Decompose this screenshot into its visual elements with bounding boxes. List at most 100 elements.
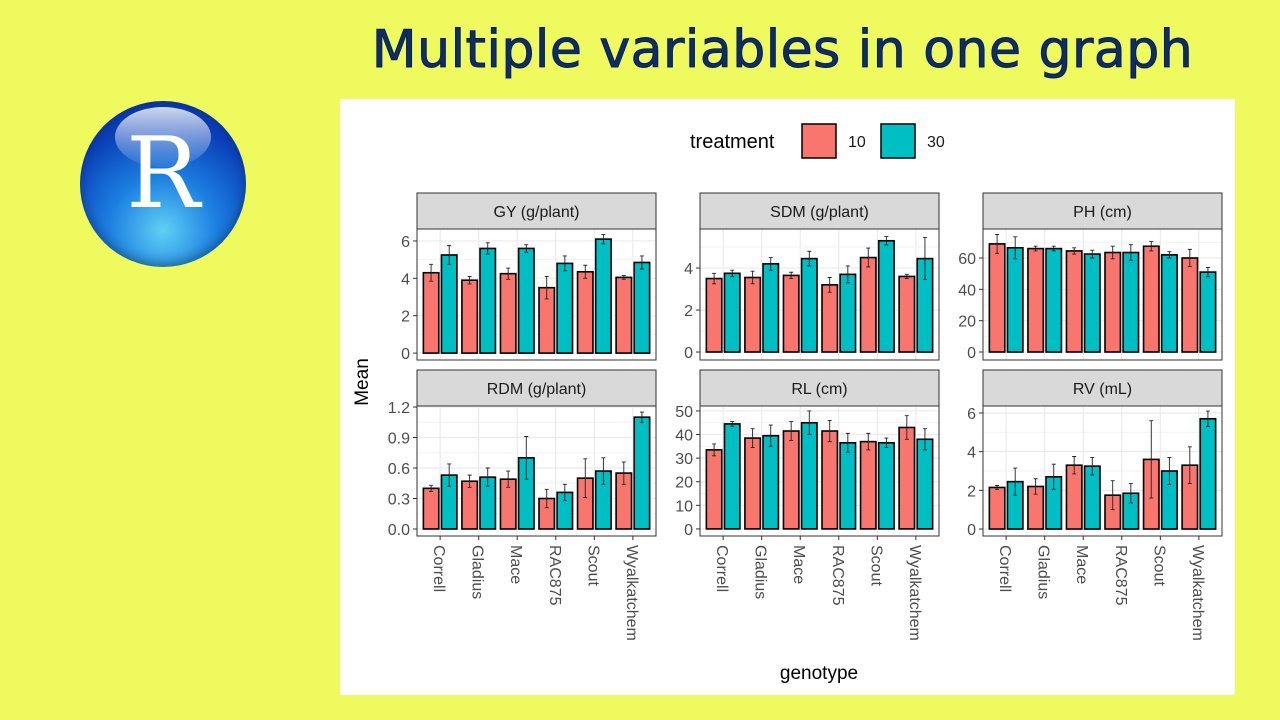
bar-mace-10 [782,430,800,530]
error-bar [639,255,644,270]
y-tick-label: 6 [967,406,976,423]
y-tick-label: 1.2 [388,400,410,417]
error-bar [768,424,773,447]
error-bar [827,277,832,293]
x-tick-label: Scout [1150,545,1167,586]
y-tick-label: 0 [684,522,693,539]
error-bar [562,483,567,501]
facet-panel: RV (mL) 0 2 4 6 Correll Gladius Mace RAC875 Scout… [967,369,1223,641]
error-bar [789,271,794,279]
error-bar [447,245,452,265]
bar-gladius-30 [762,434,780,530]
error-bar [845,432,850,453]
logo-shine [115,107,211,167]
y-tick-label: 40 [958,282,976,299]
bar-mace-30 [1083,465,1101,530]
faceted-bar-chart: treatment 10 30 Mean genotype GY (g/plan… [352,123,1223,684]
bar-rac875-30 [839,442,857,530]
error-bar [1033,245,1038,252]
error-bar [544,276,549,300]
bar-wyalkatchem-30 [1199,417,1217,530]
x-axis-label: genotype [780,663,858,684]
error-bar [544,488,549,509]
y-tick-label: 2 [684,303,693,320]
x-tick-label: RAC875 [829,545,846,606]
error-bar [1110,480,1115,511]
y-tick-label: 20 [675,475,693,492]
bar-wyalkatchem-10 [1181,257,1199,353]
error-bar [639,411,644,423]
panel-border [416,228,657,361]
y-tick-label: 2 [401,309,410,326]
bar-rac875-30 [1122,251,1140,353]
bar-scout-10 [859,256,877,353]
bar-wyalkatchem-30 [633,261,651,354]
error-bar [583,458,588,498]
bar-rac875-10 [1104,251,1122,353]
y-tick-label: 0 [967,345,976,362]
x-tick-label: Wyalkatchem [1189,545,1206,641]
bar-scout-10 [1142,245,1160,353]
error-bar [524,244,529,253]
bar-wyalkatchem-30 [633,416,651,530]
bar-scout-30 [877,239,895,353]
bar-rac875-30 [556,262,574,354]
error-bar [1167,457,1172,485]
error-bar [904,273,909,279]
x-tick-label: Mace [507,545,524,584]
error-bar [601,457,606,485]
x-tick-label: Gladius [752,545,769,599]
bar-gladius-10 [744,437,762,530]
error-bar [467,474,472,488]
bar-mace-30 [1083,253,1101,353]
facet-strip-label: RL (cm) [791,381,847,398]
y-axis-label: Mean [352,358,373,406]
bar-wyalkatchem-10 [898,275,916,353]
error-bar [601,233,606,245]
error-bar [866,247,871,268]
y-tick-label: 50 [675,404,693,421]
r-logo-letter: R [126,117,200,231]
bar-scout-30 [877,442,895,530]
bar-correll-30 [1006,247,1024,353]
error-bar [1013,236,1018,260]
error-bar [485,242,490,255]
x-tick-label: Mace [790,545,807,584]
y-tick-label: 0.0 [388,522,410,539]
error-bar [429,484,434,492]
bar-mace-30 [800,257,818,353]
error-bar [1128,483,1133,504]
y-tick-label: 4 [401,271,410,288]
error-bar [467,276,472,285]
error-bar [1205,410,1210,427]
error-bar [1167,251,1172,259]
y-tick-label: 2 [967,483,976,500]
error-bar [583,264,588,279]
error-bar [1090,457,1095,476]
error-bar [807,250,812,267]
bar-gladius-30 [479,247,497,354]
bar-rac875-10 [821,430,839,530]
facet-strip [982,192,1223,230]
facet-panel: GY (g/plant) 0 2 4 6 [401,192,657,363]
error-bar [1187,248,1192,268]
bar-correll-10 [422,487,440,530]
error-bar [995,485,1000,490]
bar-wyalkatchem-30 [916,438,934,530]
y-tick-label: 0 [401,346,410,363]
error-bar [807,410,812,435]
bar-gladius-10 [461,480,479,530]
bar-mace-10 [499,272,517,354]
legend-swatch-30 [880,123,916,159]
x-tick-label: Wyalkatchem [623,545,640,641]
facet-panel: RDM (g/plant) 0.0 0.3 0.6 0.9 1.2 Correll Gladi… [388,369,657,641]
bar-correll-10 [988,486,1006,530]
facet-strip-label: GY (g/plant) [494,204,580,221]
panel-border [699,405,940,537]
error-bar [750,428,755,448]
page-title: Multiple variables in one graph [371,20,1194,81]
bar-mace-30 [800,421,818,530]
error-bar [1033,478,1038,495]
x-tick-label: Gladius [1035,545,1052,599]
error-bar [730,421,735,427]
